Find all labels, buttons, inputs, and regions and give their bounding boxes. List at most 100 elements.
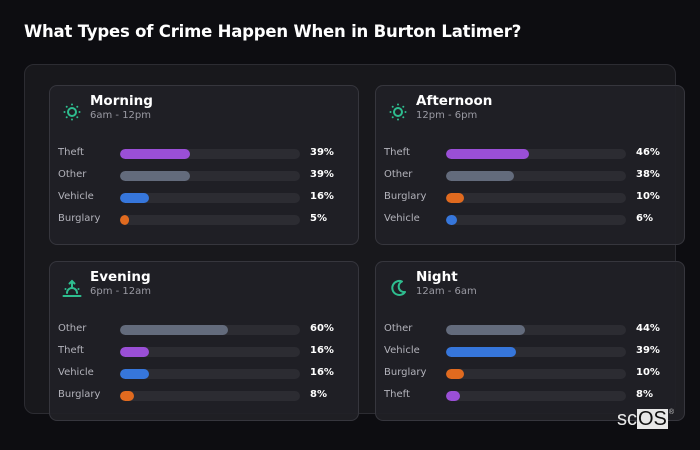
bar-label: Vehicle — [58, 191, 94, 202]
logo-os: OS — [637, 408, 668, 430]
bar-label: Burglary — [58, 389, 101, 400]
bar-value: 16% — [310, 367, 334, 378]
bar-label: Vehicle — [384, 213, 420, 224]
bar-row: Vehicle 39% — [376, 344, 684, 360]
card-morning: Morning 6am - 12pm Theft 39% Other 39% V… — [49, 85, 359, 245]
bar-value: 38% — [636, 169, 660, 180]
bar-track — [120, 215, 300, 225]
bar-row: Other 39% — [50, 168, 358, 184]
time-range: 6am - 12pm — [90, 110, 152, 121]
bar-row: Other 38% — [376, 168, 684, 184]
bar-row: Theft 16% — [50, 344, 358, 360]
bar-track — [446, 193, 626, 203]
bar-label: Other — [58, 323, 87, 334]
bar-label: Theft — [384, 147, 410, 158]
bar-track — [446, 215, 626, 225]
card-title: Afternoon — [416, 93, 493, 109]
bar-label: Theft — [384, 389, 410, 400]
bar-track — [446, 391, 626, 401]
bar-fill — [446, 193, 464, 203]
bar-value: 8% — [636, 389, 653, 400]
bar-track — [120, 193, 300, 203]
bar-fill — [446, 215, 457, 225]
bar-value: 16% — [310, 191, 334, 202]
bar-label: Theft — [58, 147, 84, 158]
bar-track — [120, 369, 300, 379]
bar-track — [120, 171, 300, 181]
bar-row: Vehicle 6% — [376, 212, 684, 228]
bar-row: Burglary 8% — [50, 388, 358, 404]
bar-value: 8% — [310, 389, 327, 400]
bar-value: 46% — [636, 147, 660, 158]
sun-icon — [63, 103, 81, 121]
bar-track — [446, 149, 626, 159]
bar-value: 39% — [310, 169, 334, 180]
card-afternoon: Afternoon 12pm - 6pm Theft 46% Other 38%… — [375, 85, 685, 245]
logo-sc: sc — [617, 408, 637, 430]
bar-label: Vehicle — [384, 345, 420, 356]
bar-value: 60% — [310, 323, 334, 334]
bar-row: Burglary 10% — [376, 366, 684, 382]
bar-track — [120, 391, 300, 401]
card-title: Night — [416, 269, 458, 285]
bar-track — [120, 347, 300, 357]
bar-fill — [120, 215, 129, 225]
bar-value: 6% — [636, 213, 653, 224]
registered-mark: ® — [668, 409, 675, 416]
card-title: Morning — [90, 93, 153, 109]
bar-label: Theft — [58, 345, 84, 356]
bar-fill — [446, 369, 464, 379]
bar-fill — [120, 171, 191, 181]
bar-value: 39% — [636, 345, 660, 356]
time-range: 12am - 6am — [416, 286, 477, 297]
bar-row: Theft 46% — [376, 146, 684, 162]
bar-row: Other 60% — [50, 322, 358, 338]
bar-fill — [120, 325, 228, 335]
bar-fill — [120, 391, 135, 401]
bar-row: Vehicle 16% — [50, 190, 358, 206]
bar-fill — [446, 347, 517, 357]
time-range: 12pm - 6pm — [416, 110, 478, 121]
bar-fill — [446, 391, 461, 401]
bar-value: 10% — [636, 367, 660, 378]
bar-track — [120, 325, 300, 335]
bar-value: 16% — [310, 345, 334, 356]
bar-label: Vehicle — [58, 367, 94, 378]
bar-label: Other — [58, 169, 87, 180]
bar-value: 44% — [636, 323, 660, 334]
bar-track — [446, 347, 626, 357]
bar-label: Burglary — [58, 213, 101, 224]
bar-value: 10% — [636, 191, 660, 202]
bar-row: Theft 8% — [376, 388, 684, 404]
sunset-icon — [62, 279, 82, 297]
bar-track — [446, 325, 626, 335]
bar-label: Burglary — [384, 191, 427, 202]
bar-fill — [120, 193, 149, 203]
bar-value: 5% — [310, 213, 327, 224]
card-title: Evening — [90, 269, 151, 285]
bar-row: Vehicle 16% — [50, 366, 358, 382]
bar-fill — [120, 369, 149, 379]
card-evening: Evening 6pm - 12am Other 60% Theft 16% V… — [49, 261, 359, 421]
bar-fill — [446, 149, 529, 159]
bar-label: Burglary — [384, 367, 427, 378]
bar-fill — [120, 149, 191, 159]
card-night: Night 12am - 6am Other 44% Vehicle 39% B… — [375, 261, 685, 421]
sun-icon — [389, 103, 407, 121]
bar-row: Burglary 10% — [376, 190, 684, 206]
bar-row: Theft 39% — [50, 146, 358, 162]
bar-track — [446, 369, 626, 379]
bar-track — [120, 149, 300, 159]
bar-track — [446, 171, 626, 181]
bar-label: Other — [384, 169, 413, 180]
bar-fill — [446, 171, 515, 181]
page-title: What Types of Crime Happen When in Burto… — [24, 22, 522, 41]
bar-value: 39% — [310, 147, 334, 158]
scos-logo: sc OS ® — [617, 409, 674, 429]
bar-label: Other — [384, 323, 413, 334]
moon-icon — [391, 279, 406, 296]
bar-fill — [446, 325, 526, 335]
time-range: 6pm - 12am — [90, 286, 152, 297]
bar-row: Other 44% — [376, 322, 684, 338]
bar-fill — [120, 347, 149, 357]
